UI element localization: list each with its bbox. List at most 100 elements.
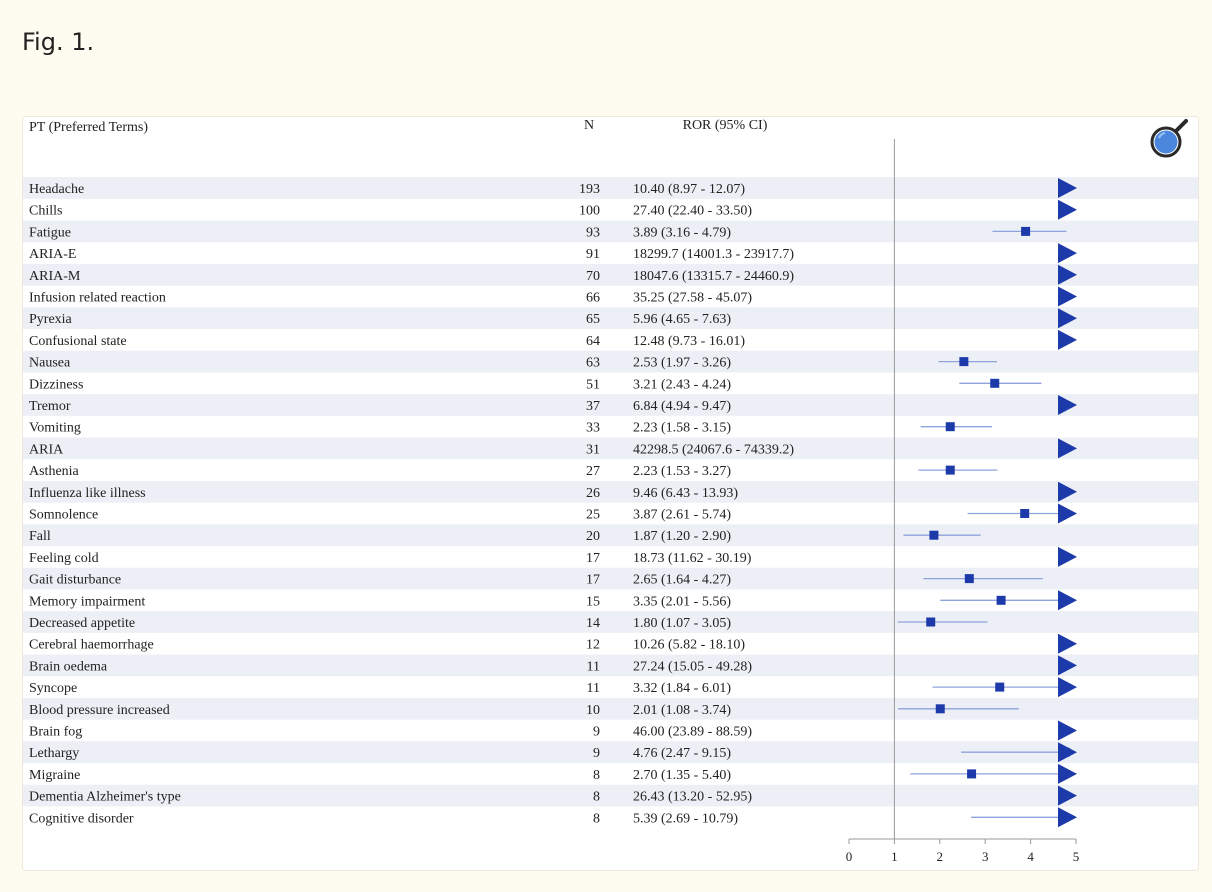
row-ror: 3.89 (3.16 - 4.79) [633,225,731,240]
overflow-arrow [1058,785,1077,806]
row-shade [23,784,1198,807]
overflow-arrow [1058,481,1077,502]
row-term: Lethargy [29,746,79,761]
row-term: Vomiting [29,421,81,436]
row-term: Syncope [29,681,77,696]
overflow-arrow [1058,590,1077,611]
row-n: 8 [593,768,600,783]
tick-label: 4 [1027,849,1034,864]
tick-label: 5 [1073,849,1080,864]
point-marker [964,574,974,584]
row-ror: 2.23 (1.53 - 3.27) [633,464,731,479]
row-term: ARIA-E [29,247,76,262]
row-term: Somnolence [29,508,98,523]
row-ror: 18299.7 (14001.3 - 23917.7) [633,247,794,262]
row-term: Asthenia [29,464,80,479]
overflow-arrow [1058,395,1077,415]
row-n: 65 [586,312,600,327]
row-shade [23,741,1198,764]
row-n: 37 [586,399,600,414]
tick-label: 3 [982,849,989,864]
overflow-arrow [1058,677,1077,698]
row-ror: 1.80 (1.07 - 3.05) [633,616,731,631]
overflow-arrow [1058,546,1077,567]
tick-label: 2 [937,849,944,864]
point-marker [996,595,1006,605]
row-ror: 1.87 (1.20 - 2.90) [633,529,731,544]
row-n: 17 [586,573,600,588]
header-term: PT (Preferred Terms) [29,120,148,135]
row-n: 70 [586,269,600,284]
row-n: 11 [587,681,600,696]
row-n: 8 [593,790,600,805]
row-ror: 3.32 (1.84 - 6.01) [633,681,731,696]
row-ror: 2.01 (1.08 - 3.74) [633,703,731,718]
row-shade [23,394,1198,416]
row-n: 66 [586,291,600,306]
row-ror: 42298.5 (24067.6 - 74339.2) [633,442,794,457]
row-ror: 3.35 (2.01 - 5.56) [633,594,731,609]
row-term: ARIA-M [29,269,81,284]
row-term: Feeling cold [29,551,99,566]
row-term: Brain fog [29,725,82,740]
row-n: 193 [579,182,600,197]
point-marker [959,357,969,367]
overflow-arrow [1058,329,1077,350]
overflow-arrow [1058,807,1077,828]
row-n: 93 [586,225,600,240]
row-n: 9 [593,746,600,761]
overflow-arrow [1058,243,1077,264]
row-n: 25 [586,508,600,523]
row-n: 100 [579,204,600,219]
row-ror: 5.39 (2.69 - 10.79) [633,811,738,826]
row-ror: 26.43 (13.20 - 52.95) [633,790,752,805]
overflow-arrow [1058,178,1077,198]
overflow-arrow [1058,264,1077,285]
row-term: Cognitive disorder [29,811,134,826]
row-shade [23,350,1198,373]
row-n: 15 [586,594,600,609]
row-term: Nausea [29,356,71,371]
zoom-button[interactable] [1144,117,1194,163]
row-term: Blood pressure increased [29,703,170,718]
overflow-arrow [1058,742,1077,763]
point-marker [945,465,955,475]
row-n: 33 [586,421,600,436]
row-backgrounds [23,177,1198,807]
row-n: 8 [593,811,600,826]
row-ror: 5.96 (4.65 - 7.63) [633,312,731,327]
point-marker [935,704,945,714]
point-marker [929,530,939,540]
row-ror: 10.26 (5.82 - 18.10) [633,638,745,653]
row-shade [23,263,1198,286]
row-ror: 9.46 (6.43 - 13.93) [633,486,738,501]
row-n: 91 [586,247,600,262]
row-term: ARIA [29,442,64,457]
point-marker [995,682,1005,692]
row-n: 9 [593,725,600,740]
row-term: Infusion related reaction [29,291,166,306]
row-shade [23,567,1198,590]
row-term: Confusional state [29,334,127,349]
row-term: Cerebral haemorrhage [29,638,154,653]
row-ror: 6.84 (4.94 - 9.47) [633,399,731,414]
point-marker [926,617,936,627]
row-ror: 2.23 (1.58 - 3.15) [633,421,731,436]
row-ror: 2.65 (1.64 - 4.27) [633,573,731,588]
row-term: Tremor [29,399,71,414]
header-ror: ROR (95% CI) [683,118,768,133]
row-ror: 27.24 (15.05 - 49.28) [633,659,752,674]
row-shade [23,307,1198,330]
row-n: 27 [586,464,600,479]
point-marker [945,422,955,432]
row-term: Influenza like illness [29,486,146,501]
row-ror: 3.21 (2.43 - 4.24) [633,377,731,392]
header-n: N [584,118,594,133]
row-n: 63 [586,356,600,371]
row-n: 64 [586,334,600,349]
row-term: Memory impairment [29,594,145,609]
row-term: Pyrexia [29,312,73,327]
row-n: 10 [586,703,600,718]
row-term: Decreased appetite [29,616,135,631]
overflow-arrow [1058,199,1077,220]
